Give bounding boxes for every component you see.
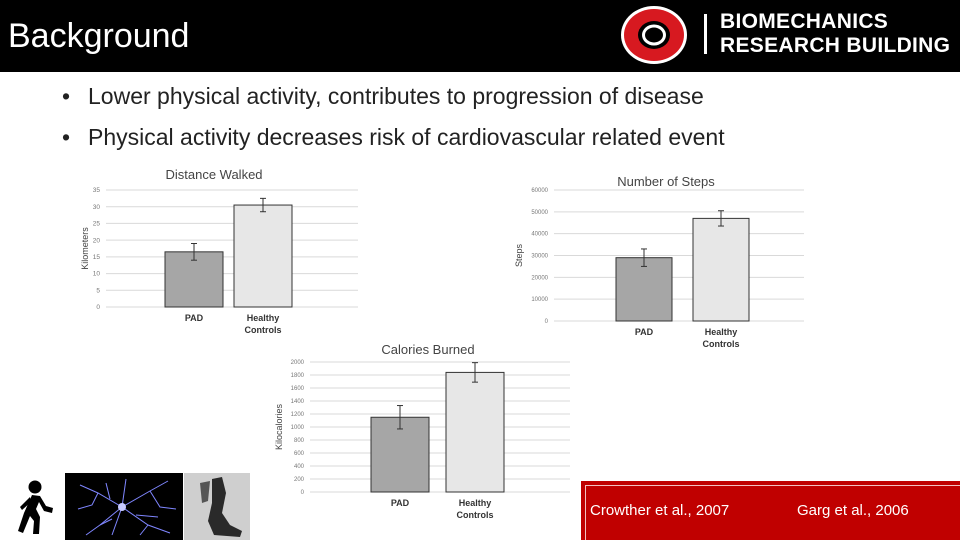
- y-tick-label: 0: [96, 304, 100, 311]
- chart-title: Calories Burned: [381, 342, 474, 357]
- y-tick-label: 1600: [291, 386, 305, 392]
- y-tick-label: 400: [294, 464, 305, 470]
- y-tick-label: 10000: [531, 297, 548, 303]
- bar-pad: [615, 257, 673, 322]
- y-tick-label: 15: [93, 254, 101, 261]
- reference-garg: Garg et al., 2006: [797, 502, 909, 519]
- chart-number-of-steps: Number of Steps Steps 0 10000 20000 30000 4000…: [508, 170, 808, 355]
- y-tick-label: 200: [294, 477, 305, 483]
- chart-title: Distance Walked: [165, 167, 262, 182]
- x-category-label: Healthy: [459, 498, 492, 508]
- y-tick-label: 40000: [531, 232, 548, 238]
- y-axis-label: Kilometers: [80, 227, 90, 270]
- y-tick-label: 1800: [291, 373, 305, 379]
- y-axis-label: Steps: [514, 243, 524, 267]
- x-category-label: PAD: [391, 498, 410, 508]
- bar-healthy-controls: [692, 217, 750, 322]
- reference-crowther: Crowther et al., 2007: [590, 502, 730, 519]
- chart-title: Number of Steps: [617, 174, 715, 189]
- bullet-list: • Lower physical activity, contributes to…: [62, 76, 725, 158]
- references-box-border: [585, 485, 960, 540]
- bar-healthy-controls: [445, 371, 505, 493]
- university-o-logo: [621, 6, 687, 64]
- y-tick-label: 800: [294, 438, 305, 444]
- y-tick-label: 0: [301, 490, 305, 496]
- walking-person-icon: [0, 473, 64, 540]
- logo-line-1: BIOMECHANICS: [720, 10, 889, 33]
- y-axis-label: Kilocalories: [274, 403, 284, 450]
- logo-divider: [704, 14, 707, 54]
- y-tick-label: 1000: [291, 425, 305, 431]
- y-tick-label: 30: [93, 204, 101, 211]
- bar-healthy-controls: [233, 204, 293, 308]
- bullet-text: Physical activity decreases risk of card…: [88, 124, 725, 150]
- x-category-label: Controls: [703, 339, 740, 349]
- y-tick-label: 2000: [291, 360, 305, 366]
- x-category-label: PAD: [185, 313, 204, 323]
- chart-calories-burned: Calories Burned Kilocalories 0 200 400 600 800…: [270, 338, 575, 523]
- x-category-label: Controls: [245, 325, 282, 335]
- x-category-label: PAD: [635, 327, 654, 337]
- x-category-label: Healthy: [705, 327, 738, 337]
- y-tick-label: 20: [93, 237, 101, 244]
- y-tick-label: 20000: [531, 275, 548, 281]
- image-strip: [0, 473, 250, 540]
- bullet-text: Lower physical activity, contributes to …: [88, 83, 704, 109]
- y-tick-label: 0: [545, 319, 549, 325]
- y-tick-label: 50000: [531, 210, 548, 216]
- bullet-item: • Lower physical activity, contributes to…: [62, 83, 704, 109]
- y-tick-label: 10: [93, 271, 101, 278]
- header-bar: Background BIOMECHANICS RESEARCH BUILDIN…: [0, 0, 960, 72]
- y-tick-label: 35: [93, 187, 101, 194]
- chart-svg: Distance Walked Kilometers 0 5 10 15 20 25 30 35 P…: [80, 167, 358, 335]
- chart-svg: Number of Steps Steps 0 10000 20000 30000 4000…: [514, 174, 804, 349]
- neuron-microscopy-image: [65, 473, 183, 540]
- x-category-label: Healthy: [247, 313, 280, 323]
- y-tick-label: 1200: [291, 412, 305, 418]
- references-box: Crowther et al., 2007 Garg et al., 2006: [581, 481, 960, 540]
- y-tick-label: 25: [93, 221, 101, 228]
- logo-wordmark: BIOMECHANICS RESEARCH BUILDING: [720, 10, 950, 58]
- y-tick-label: 30000: [531, 254, 548, 260]
- y-tick-label: 60000: [531, 188, 548, 194]
- bar-pad: [370, 416, 430, 493]
- y-tick-label: 600: [294, 451, 305, 457]
- bullet-item: • Physical activity decreases risk of car…: [62, 124, 725, 150]
- logo-line-2: RESEARCH BUILDING: [720, 34, 951, 57]
- y-tick-label: 1400: [291, 399, 305, 405]
- bar-pad: [164, 251, 224, 308]
- x-category-label: Controls: [457, 510, 494, 520]
- slide-title: Background: [8, 17, 190, 55]
- chart-distance-walked: Distance Walked Kilometers 0 5 10 15 20 25 30 35 P…: [76, 160, 366, 335]
- ankle-brace-image: [184, 473, 250, 540]
- chart-svg: Calories Burned Kilocalories 0 200 400 600 800…: [274, 342, 570, 520]
- y-tick-label: 5: [96, 287, 100, 294]
